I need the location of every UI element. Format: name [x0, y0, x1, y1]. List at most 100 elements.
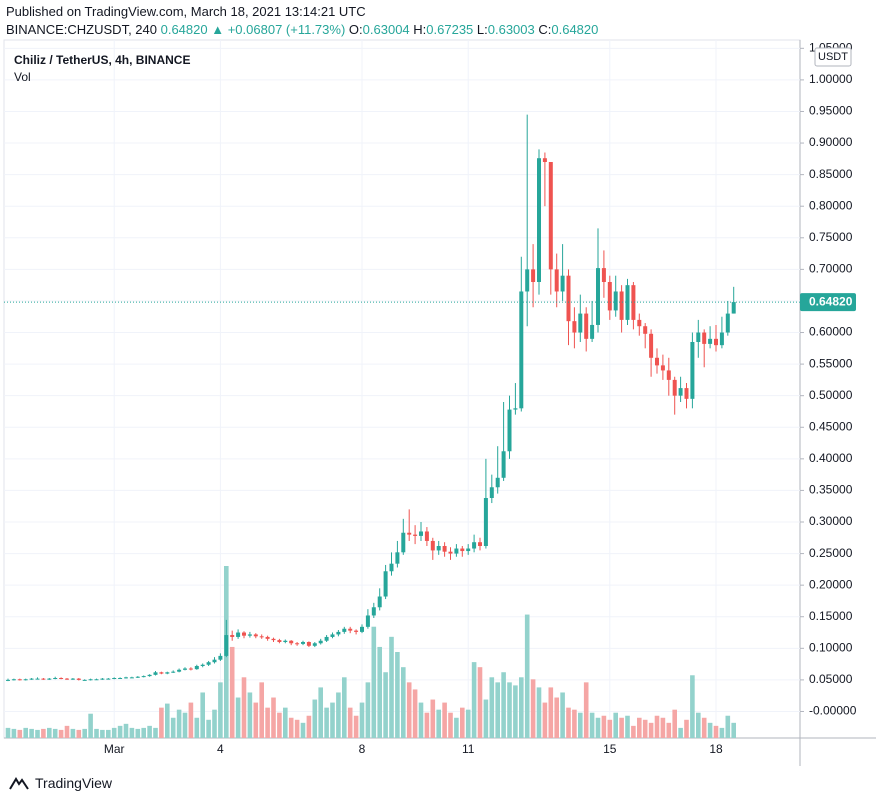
volume-bar [129, 727, 135, 738]
volume-bar [713, 725, 719, 738]
published-note: Published on TradingView.com, March 18, … [6, 4, 366, 19]
chart-title: Chiliz / TetherUS, 4h, BINANCE [14, 53, 190, 67]
last-price: 0.64820 [160, 22, 208, 37]
price-tag [800, 293, 856, 312]
volume-bar [642, 719, 648, 738]
volume-bar [159, 707, 164, 738]
candle-body [177, 669, 182, 672]
candle-body [702, 332, 707, 344]
volume-bar [566, 707, 571, 738]
candle-body [714, 338, 718, 346]
volume-bar [389, 636, 394, 738]
volume-bar [206, 719, 211, 738]
volume-bar [200, 692, 205, 738]
volume-bar [94, 728, 99, 738]
volume-bar [117, 725, 123, 738]
volume-bar [395, 652, 400, 738]
volume-bar [58, 729, 64, 738]
volume-bar [489, 677, 495, 738]
candle-body [678, 388, 683, 396]
candle-body [454, 548, 459, 554]
candle-body [371, 607, 376, 616]
candle-body [572, 321, 577, 333]
volume-label: Vol [14, 70, 31, 84]
candle-body [29, 678, 34, 680]
candle-body [489, 487, 494, 498]
volume-bar [412, 689, 418, 738]
candle-body [118, 678, 123, 679]
y-tick-label: 0.55000 [809, 356, 853, 370]
candle-body [188, 668, 193, 670]
volume-bar [318, 687, 323, 738]
volume-bar [725, 715, 731, 738]
candle-body [554, 269, 559, 292]
candle-body [419, 531, 423, 536]
volume-bar [477, 667, 483, 738]
brand-name: TradingView [35, 775, 113, 791]
candle-body [507, 409, 512, 452]
ohlc-value: 0.63004 [362, 22, 410, 37]
volume-bar [306, 715, 312, 738]
x-tick-label: 4 [217, 742, 224, 756]
candle-body [59, 678, 64, 679]
candle-body [159, 672, 164, 674]
volume-bar [607, 719, 613, 738]
volume-bar [530, 679, 536, 738]
ohlc-value: 0.64820 [551, 22, 599, 37]
candle-body [672, 379, 677, 396]
volume-bar [88, 713, 93, 738]
price-tag-label: 0.64820 [809, 294, 853, 308]
volume-bar [430, 699, 436, 738]
volume-bar [212, 709, 217, 738]
candle-body [183, 668, 187, 670]
volume-bar [460, 707, 465, 738]
y-tick-label: 0.95000 [809, 104, 853, 118]
volume-bar [690, 675, 695, 738]
y-tick-label: 1.00000 [809, 72, 853, 86]
candle-body [354, 630, 359, 632]
candle-body [17, 679, 22, 681]
candle-body [342, 628, 347, 632]
candle-body [253, 634, 258, 637]
volume-bar [637, 717, 642, 738]
volume-bar [253, 702, 259, 738]
candle-body [708, 338, 713, 344]
ohlc-label: L: [476, 22, 488, 37]
volume-bar [554, 697, 559, 738]
volume-bar [560, 692, 565, 738]
candle-body [643, 326, 648, 334]
candle-body [584, 313, 589, 339]
candle-body [330, 634, 335, 637]
candle-body [684, 388, 689, 399]
y-tick-label: 0.90000 [809, 135, 853, 149]
volume-bar [277, 712, 282, 738]
candle-body [212, 659, 217, 663]
candle-body [41, 678, 46, 680]
volume-bar [648, 722, 654, 738]
volume-bar [153, 727, 158, 738]
volume-bar [241, 677, 247, 738]
candle-body [478, 542, 482, 546]
candle-body [82, 679, 87, 681]
ohlc-label: C: [538, 22, 552, 37]
symbol: BINANCE:CHZUSDT, 240 [6, 22, 157, 37]
volume-bar [501, 672, 506, 738]
y-tick-label: 0.10000 [809, 640, 853, 654]
volume-bar [359, 702, 365, 738]
volume-bar [165, 703, 170, 738]
volume-bar [672, 709, 677, 738]
candle-body [6, 679, 10, 681]
y-tick-label: -0.00000 [809, 704, 857, 718]
candle-body [413, 534, 418, 536]
volume-bar [684, 719, 689, 738]
volume-bar [448, 712, 453, 738]
volume-bar [707, 722, 713, 738]
y-tick-label: 0.20000 [809, 577, 853, 591]
candle-body [206, 662, 211, 665]
y-tick-label: 0.05000 [809, 672, 853, 686]
candle-body [607, 282, 612, 311]
unit-label: USDT [818, 51, 848, 63]
volume-bar [377, 646, 382, 738]
candle-body [70, 678, 75, 680]
candle-body [53, 678, 58, 679]
